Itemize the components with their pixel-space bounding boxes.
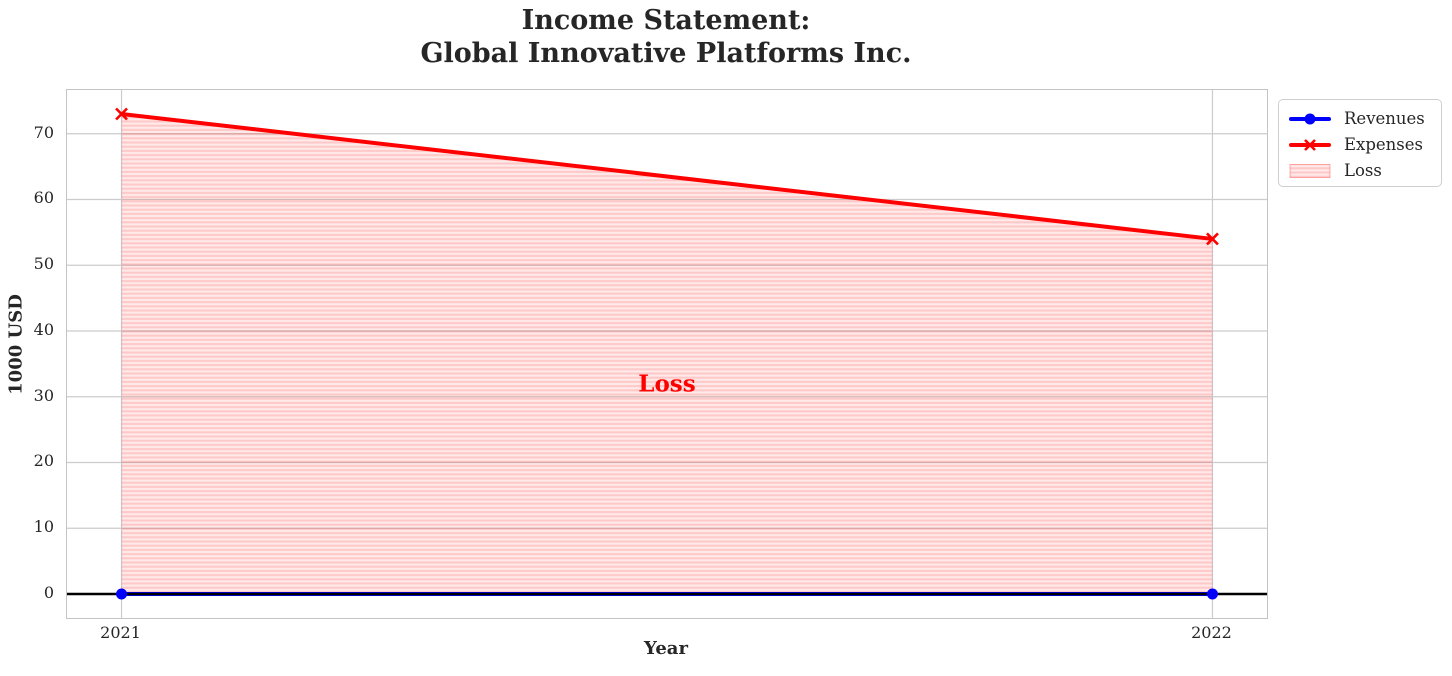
chart-title-line1: Income Statement: <box>521 5 811 36</box>
revenues-line-icon <box>1289 113 1331 124</box>
expenses-line-icon <box>1289 138 1331 151</box>
y-tick-label: 60 <box>33 188 54 208</box>
legend-item-loss: Loss <box>1289 158 1441 183</box>
legend-item-revenues: Revenues <box>1289 106 1441 131</box>
y-tick-label: 20 <box>33 451 54 471</box>
data-series <box>67 107 1267 600</box>
y-axis-label: 1000 USD <box>5 294 27 395</box>
x-axis-label: Year <box>644 638 688 659</box>
x-tick-label: 2022 <box>1191 623 1232 642</box>
y-tick-label: 30 <box>33 385 54 405</box>
y-tick-label: 40 <box>33 319 54 339</box>
x-tick-label: 2021 <box>100 623 141 642</box>
plot-area: Loss <box>66 89 1268 619</box>
legend-label-expenses: Expenses <box>1344 134 1424 154</box>
legend-label-revenues: Revenues <box>1344 108 1425 128</box>
loss-area-annotation: Loss <box>638 370 696 398</box>
legend: Revenues Expenses Loss <box>1278 99 1442 187</box>
legend-item-expenses: Expenses <box>1289 132 1441 157</box>
y-tick-label: 50 <box>33 254 54 274</box>
y-tick-label: 0 <box>43 583 54 602</box>
y-tick-label: 10 <box>33 517 54 537</box>
y-tick-label: 70 <box>33 122 54 142</box>
chart-title: Income Statement: Global Innovative Plat… <box>66 4 1266 70</box>
chart-canvas <box>67 90 1267 618</box>
loss-patch-icon <box>1289 163 1331 178</box>
legend-label-loss: Loss <box>1344 160 1382 180</box>
chart-title-line2: Global Innovative Platforms Inc. <box>420 38 912 69</box>
